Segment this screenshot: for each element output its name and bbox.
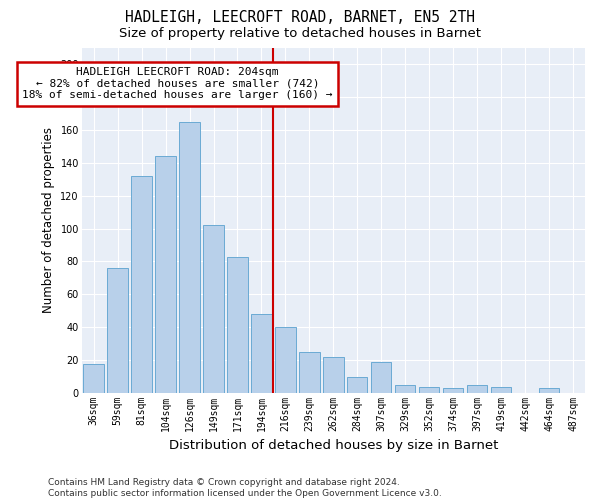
Bar bbox=[131, 176, 152, 393]
Bar bbox=[443, 388, 463, 393]
Bar bbox=[395, 385, 415, 393]
Bar bbox=[299, 352, 320, 393]
Bar bbox=[371, 362, 391, 393]
Text: HADLEIGH, LEECROFT ROAD, BARNET, EN5 2TH: HADLEIGH, LEECROFT ROAD, BARNET, EN5 2TH bbox=[125, 10, 475, 25]
Y-axis label: Number of detached properties: Number of detached properties bbox=[42, 128, 55, 314]
Bar bbox=[227, 256, 248, 393]
Bar bbox=[347, 376, 367, 393]
Bar bbox=[251, 314, 272, 393]
Text: HADLEIGH LEECROFT ROAD: 204sqm
← 82% of detached houses are smaller (742)
18% of: HADLEIGH LEECROFT ROAD: 204sqm ← 82% of … bbox=[22, 68, 333, 100]
Text: Size of property relative to detached houses in Barnet: Size of property relative to detached ho… bbox=[119, 28, 481, 40]
Bar bbox=[467, 385, 487, 393]
Bar bbox=[491, 386, 511, 393]
Text: Contains HM Land Registry data © Crown copyright and database right 2024.
Contai: Contains HM Land Registry data © Crown c… bbox=[48, 478, 442, 498]
Bar bbox=[107, 268, 128, 393]
Bar bbox=[155, 156, 176, 393]
Bar bbox=[83, 364, 104, 393]
X-axis label: Distribution of detached houses by size in Barnet: Distribution of detached houses by size … bbox=[169, 440, 498, 452]
Bar bbox=[203, 226, 224, 393]
Bar bbox=[179, 122, 200, 393]
Bar bbox=[539, 388, 559, 393]
Bar bbox=[323, 357, 344, 393]
Bar bbox=[419, 386, 439, 393]
Bar bbox=[275, 328, 296, 393]
